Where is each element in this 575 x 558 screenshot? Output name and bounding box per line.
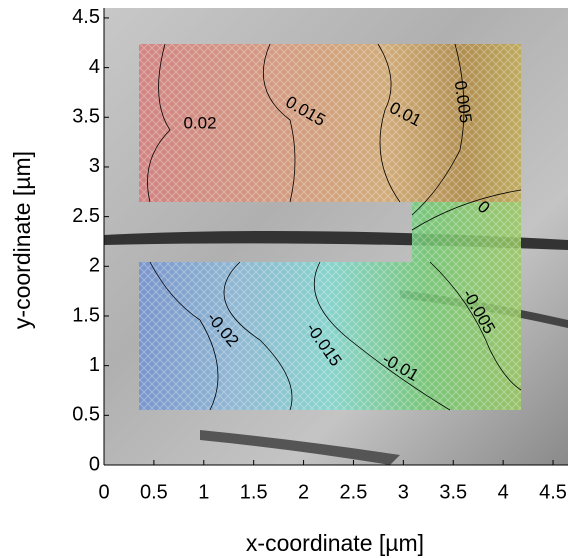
x-tick-label: 2.5 — [340, 481, 368, 503]
y-tick-label: 1 — [89, 354, 100, 376]
y-tick-label: 0 — [89, 453, 100, 475]
x-tick-label: 1 — [198, 481, 209, 503]
y-tick-label: 3 — [89, 155, 100, 177]
contour-label: 0.02 — [183, 113, 216, 132]
x-tick-label: 4 — [498, 481, 509, 503]
y-tick-label: 3.5 — [72, 106, 100, 128]
y-tick-label: 1.5 — [72, 304, 100, 326]
x-tick-label: 2 — [298, 481, 309, 503]
x-tick-label: 1.5 — [240, 481, 268, 503]
chart: x-coordinate [µm] y-coordinate [µm] 0 0.5… — [0, 0, 575, 558]
y-tick-label: 4 — [89, 56, 100, 78]
x-tick-label: 3 — [398, 481, 409, 503]
x-axis-label: x-coordinate [µm] — [246, 530, 424, 556]
x-tick-label: 3.5 — [439, 481, 467, 503]
x-tick-label: 0.5 — [140, 481, 168, 503]
y-axis-label: y-coordinate [µm] — [9, 151, 35, 329]
y-tick-label: 4.5 — [72, 6, 100, 28]
y-tick-label: 2.5 — [72, 205, 100, 227]
y-tick-label: 0.5 — [72, 404, 100, 426]
y-tick-label: 2 — [89, 255, 100, 277]
x-tick-label: 0 — [98, 481, 109, 503]
x-tick-label: 4.5 — [539, 481, 567, 503]
